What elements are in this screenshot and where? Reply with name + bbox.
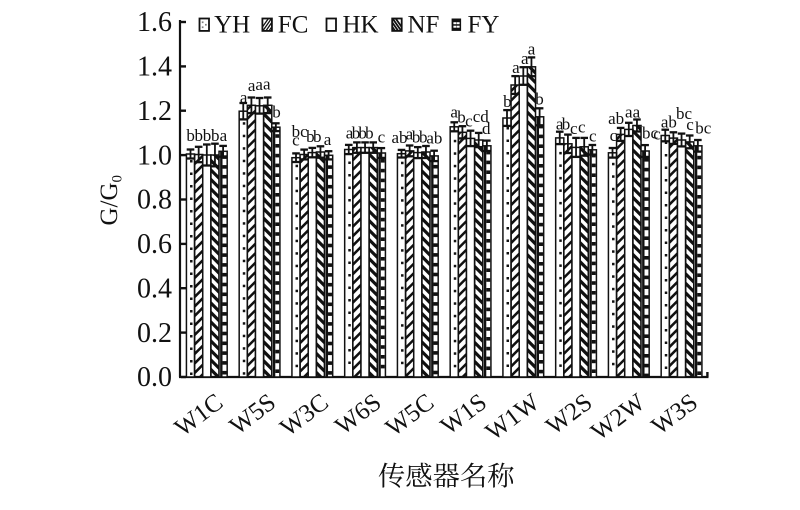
svg-text:bc: bc <box>695 118 712 137</box>
svg-text:c: c <box>570 119 578 138</box>
svg-text:FC: FC <box>278 12 309 39</box>
svg-text:ab: ab <box>391 128 407 147</box>
svg-text:b: b <box>457 108 466 127</box>
svg-text:b: b <box>313 127 322 146</box>
svg-text:0.2: 0.2 <box>137 318 172 349</box>
svg-text:a: a <box>633 103 641 122</box>
svg-text:0.0: 0.0 <box>137 362 172 393</box>
svg-text:bc: bc <box>292 122 309 141</box>
svg-text:a: a <box>512 58 520 77</box>
svg-text:a: a <box>346 123 354 142</box>
svg-text:a: a <box>240 88 248 107</box>
svg-text:c: c <box>610 126 618 145</box>
svg-text:c: c <box>686 115 694 134</box>
svg-text:a: a <box>220 126 228 145</box>
svg-text:YH: YH <box>214 12 250 39</box>
svg-text:b: b <box>203 126 212 145</box>
svg-text:b: b <box>419 127 428 146</box>
svg-text:b: b <box>211 126 220 145</box>
svg-text:a: a <box>255 75 263 94</box>
svg-text:FY: FY <box>468 12 500 39</box>
svg-text:1.6: 1.6 <box>137 7 172 38</box>
svg-text:a: a <box>625 103 633 122</box>
svg-text:c: c <box>653 125 661 144</box>
svg-text:1.0: 1.0 <box>137 140 172 171</box>
svg-text:G/G0: G/G0 <box>96 175 126 226</box>
svg-text:a: a <box>521 49 529 68</box>
svg-text:a: a <box>406 125 414 144</box>
svg-text:a: a <box>450 103 458 122</box>
svg-text:b: b <box>365 123 374 142</box>
svg-text:0.8: 0.8 <box>137 185 172 216</box>
svg-text:ab: ab <box>426 129 442 148</box>
svg-text:b: b <box>195 126 204 145</box>
svg-text:ab: ab <box>608 109 624 128</box>
svg-text:1.4: 1.4 <box>137 52 172 83</box>
svg-text:cd: cd <box>473 107 490 126</box>
svg-text:d: d <box>482 119 491 138</box>
svg-text:HK: HK <box>343 12 379 39</box>
svg-text:a: a <box>556 115 564 134</box>
svg-text:b: b <box>358 123 367 142</box>
svg-text:b: b <box>272 103 281 122</box>
svg-text:c: c <box>578 118 586 137</box>
svg-text:NF: NF <box>408 12 440 39</box>
svg-text:c: c <box>378 128 386 147</box>
svg-text:0.4: 0.4 <box>137 273 172 304</box>
svg-text:ab: ab <box>661 113 677 132</box>
svg-text:bc: bc <box>642 123 659 142</box>
svg-text:c: c <box>465 112 473 131</box>
svg-text:1.2: 1.2 <box>137 96 172 127</box>
svg-text:c: c <box>292 131 300 150</box>
svg-text:b: b <box>503 92 512 111</box>
svg-text:b: b <box>352 123 361 142</box>
svg-text:b: b <box>562 115 571 134</box>
svg-text:c: c <box>589 127 597 146</box>
svg-text:b: b <box>412 127 421 146</box>
svg-text:b: b <box>535 89 544 108</box>
svg-text:bc: bc <box>676 104 693 123</box>
svg-text:b: b <box>306 127 315 146</box>
svg-text:b: b <box>186 126 195 145</box>
svg-text:0.6: 0.6 <box>137 229 172 260</box>
svg-text:a: a <box>324 130 332 149</box>
svg-text:a: a <box>248 76 256 95</box>
svg-text:a: a <box>528 39 536 58</box>
svg-text:a: a <box>263 75 271 94</box>
